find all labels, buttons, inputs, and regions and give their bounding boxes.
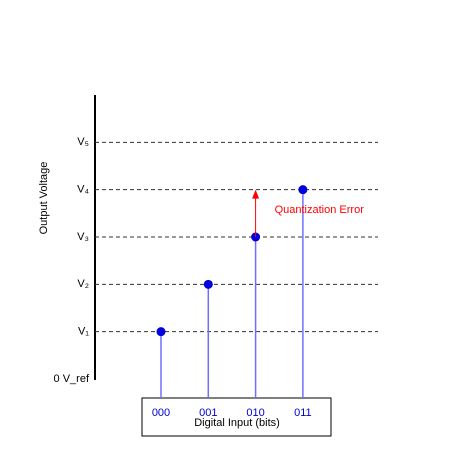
y-tick-label: 0 V_ref bbox=[54, 373, 90, 385]
stem-marker bbox=[298, 185, 308, 195]
stem-marker bbox=[203, 279, 213, 289]
x-tick-label: 000 bbox=[152, 407, 170, 419]
annotation: Quantization Error bbox=[275, 204, 365, 216]
x-label-box bbox=[141, 397, 332, 437]
y-tick-label: V₄ bbox=[77, 184, 89, 196]
x-tick-label: 011 bbox=[294, 407, 312, 419]
x-axis-label: Digital Input (bits) bbox=[194, 417, 280, 429]
y-tick-label: V₃ bbox=[77, 231, 89, 243]
y-tick-label: V₅ bbox=[77, 136, 89, 148]
error-arrow-head bbox=[252, 189, 260, 199]
y-tick-label: V₁ bbox=[78, 326, 89, 338]
y-tick-label: V₂ bbox=[77, 278, 89, 290]
y-axis-label: Output Voltage bbox=[38, 162, 50, 235]
x-tick-label: 010 bbox=[246, 407, 264, 419]
x-tick-label: 001 bbox=[199, 407, 217, 419]
stem-marker bbox=[156, 327, 166, 337]
